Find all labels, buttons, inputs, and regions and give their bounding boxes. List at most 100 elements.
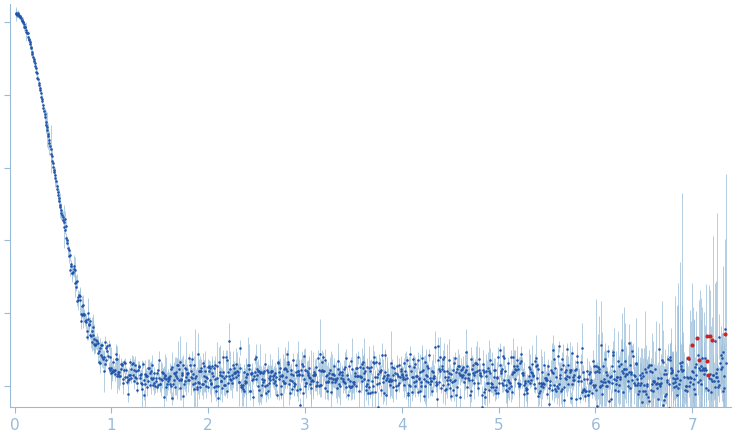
Point (296, 361, 308, 368)
Point (490, 383, 501, 390)
Point (216, 385, 228, 392)
Point (27, 54, 39, 61)
Point (392, 373, 404, 380)
Point (536, 380, 548, 387)
Point (349, 372, 361, 379)
Point (610, 381, 622, 388)
Point (641, 382, 653, 389)
Point (538, 380, 550, 387)
Point (581, 376, 593, 383)
Point (633, 388, 645, 395)
Point (699, 365, 711, 372)
Point (376, 378, 388, 385)
Point (78, 311, 90, 318)
Point (395, 368, 407, 375)
Point (118, 367, 130, 374)
Point (241, 371, 253, 378)
Point (130, 375, 142, 382)
Point (85, 332, 96, 339)
Point (248, 368, 260, 375)
Point (395, 371, 407, 378)
Point (695, 380, 707, 387)
Point (56, 212, 68, 219)
Point (176, 376, 187, 383)
Point (135, 370, 147, 377)
Point (501, 388, 512, 395)
Point (532, 365, 544, 372)
Point (336, 369, 348, 376)
Point (196, 367, 207, 374)
Point (173, 358, 185, 365)
Point (588, 363, 600, 370)
Point (249, 356, 261, 363)
Point (466, 365, 478, 372)
Point (576, 358, 587, 365)
Point (322, 378, 334, 385)
Point (716, 354, 728, 361)
Point (615, 361, 627, 368)
Point (327, 375, 339, 382)
Point (522, 385, 534, 392)
Point (189, 374, 201, 381)
Point (426, 367, 438, 374)
Point (115, 361, 126, 368)
Point (620, 372, 631, 379)
Point (110, 371, 121, 378)
Point (534, 379, 546, 386)
Point (671, 375, 683, 382)
Point (65, 261, 77, 268)
Point (631, 381, 643, 388)
Point (495, 368, 506, 375)
Point (372, 403, 384, 410)
Point (484, 356, 495, 363)
Point (510, 367, 522, 374)
Point (134, 371, 146, 378)
Point (544, 382, 556, 388)
Point (239, 380, 251, 387)
Point (570, 366, 581, 373)
Point (590, 362, 602, 369)
Point (464, 392, 476, 399)
Point (578, 386, 589, 393)
Point (625, 369, 637, 376)
Point (504, 379, 516, 386)
Point (682, 375, 694, 382)
Point (300, 366, 312, 373)
Point (562, 362, 574, 369)
Point (162, 374, 174, 381)
Point (714, 351, 726, 358)
Point (523, 372, 535, 379)
Point (414, 387, 426, 394)
Point (553, 343, 564, 350)
Point (627, 353, 639, 360)
Point (430, 379, 442, 386)
Point (172, 362, 184, 369)
Point (413, 375, 425, 382)
Point (667, 374, 679, 381)
Point (685, 375, 697, 382)
Point (173, 376, 184, 383)
Point (471, 367, 483, 374)
Point (315, 350, 326, 357)
Point (374, 369, 386, 376)
Point (645, 361, 657, 368)
Point (633, 390, 645, 397)
Point (60, 235, 72, 242)
Point (678, 367, 689, 374)
Point (397, 376, 409, 383)
Point (305, 384, 317, 391)
Point (599, 378, 611, 385)
Point (331, 366, 343, 373)
Point (37, 98, 49, 105)
Point (570, 395, 582, 402)
Point (398, 373, 409, 380)
Point (405, 368, 417, 375)
Point (122, 390, 134, 397)
Point (501, 387, 512, 394)
Point (600, 369, 612, 376)
Point (665, 364, 677, 371)
Point (219, 382, 231, 389)
Point (693, 357, 705, 364)
Point (149, 383, 161, 390)
Point (514, 381, 526, 388)
